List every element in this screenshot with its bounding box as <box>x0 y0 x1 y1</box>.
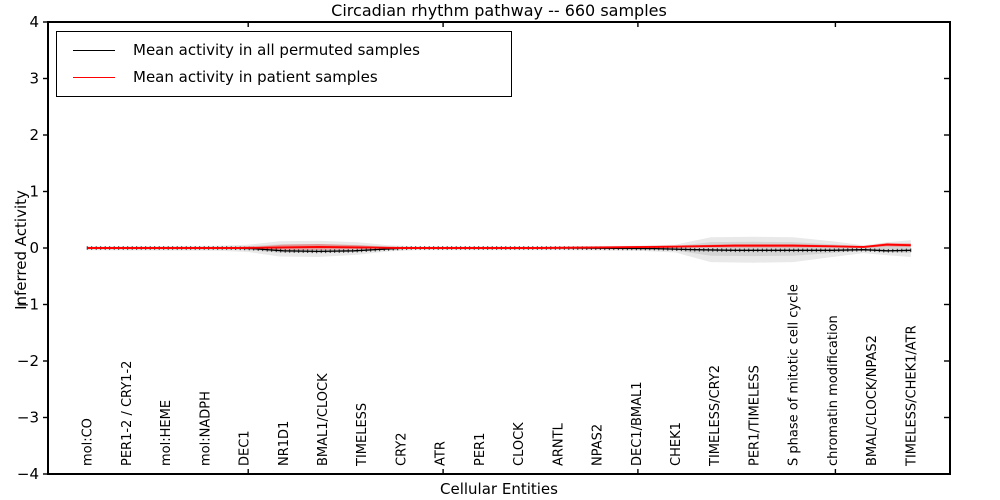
x-category-label-group: DEC1/BMAL1 <box>630 382 645 467</box>
x-category-label-group: BMAL1/CLOCK <box>316 373 331 466</box>
x-category-label-group: mol:CO <box>81 418 96 466</box>
x-category-label-group: CLOCK <box>512 422 527 466</box>
x-category-label-group: CRY2 <box>395 433 410 467</box>
x-category-label-group: TIMELESS <box>355 403 370 467</box>
y-tick-label: 3 <box>29 70 39 88</box>
x-category-label-group: NPAS2 <box>591 424 606 466</box>
x-tick-label: CLOCK <box>512 422 527 466</box>
x-tick-label: CRY2 <box>395 433 410 467</box>
y-tick-label: −1 <box>17 296 39 314</box>
x-tick-label: mol:NADPH <box>198 391 213 466</box>
y-tick-label: 1 <box>29 183 39 201</box>
x-category-label-group: CHEK1 <box>669 422 684 466</box>
x-tick-label: ATR <box>434 441 449 466</box>
x-tick-label: DEC1/BMAL1 <box>630 382 645 467</box>
x-tick-label: ARNTL <box>551 422 566 466</box>
x-tick-label: chromatin modification <box>826 315 841 466</box>
x-category-label-group: mol:HEME <box>159 400 174 466</box>
permuted-samples-spread-band <box>87 241 911 257</box>
x-category-label-group: ARNTL <box>551 422 566 466</box>
x-tick-label: NR1D1 <box>277 421 292 466</box>
x-tick-label: BMAL/CLOCK/NPAS2 <box>865 335 880 466</box>
x-tick-label: mol:HEME <box>159 400 174 466</box>
x-tick-label: BMAL1/CLOCK <box>316 373 331 466</box>
x-category-label-group: mol:NADPH <box>198 391 213 466</box>
patient-mean-line <box>87 243 911 249</box>
x-tick-label: TIMELESS/CHEK1/ATR <box>904 325 919 467</box>
y-tick-label: −2 <box>17 352 39 370</box>
x-category-label-group: NR1D1 <box>277 421 292 466</box>
x-tick-label: DEC1 <box>238 430 253 466</box>
y-axis-label: Inferred Activity <box>12 190 30 310</box>
permuted-samples-spread-band <box>87 236 911 263</box>
y-tick-label: −4 <box>17 465 39 483</box>
legend-line-sample-red <box>73 76 115 78</box>
legend-label: Mean activity in all permuted samples <box>133 41 420 60</box>
x-category-label-group: DEC1 <box>238 430 253 466</box>
x-tick-label: NPAS2 <box>591 424 606 466</box>
y-tick-label: −3 <box>17 409 39 427</box>
x-tick-label: TIMELESS <box>355 403 370 467</box>
chart-title: Circadian rhythm pathway -- 660 samples <box>331 1 667 20</box>
legend-item-permuted: Mean activity in all permuted samples <box>73 42 511 59</box>
x-axis-label: Cellular Entities <box>440 480 558 498</box>
x-tick-label: TIMELESS/CRY2 <box>708 365 723 467</box>
x-tick-label: PER1/TIMELESS <box>747 365 762 466</box>
x-tick-label: PER1-2 / CRY1-2 <box>120 361 135 466</box>
x-tick-label: S phase of mitotic cell cycle <box>787 284 802 466</box>
x-category-label-group: chromatin modification <box>826 315 841 466</box>
legend: Mean activity in all permuted samples Me… <box>56 31 512 97</box>
x-category-label-group: PER1 <box>473 433 488 466</box>
legend-item-patient: Mean activity in patient samples <box>73 69 511 86</box>
x-tick-label: CHEK1 <box>669 422 684 466</box>
x-category-label-group: TIMELESS/CHEK1/ATR <box>904 325 919 467</box>
x-tick-label: PER1 <box>473 433 488 466</box>
x-category-label-group: S phase of mitotic cell cycle <box>787 284 802 466</box>
y-tick-label: 0 <box>29 239 39 257</box>
legend-label: Mean activity in patient samples <box>133 68 378 87</box>
x-category-label-group: BMAL/CLOCK/NPAS2 <box>865 335 880 466</box>
legend-line-sample-black <box>73 50 115 52</box>
y-tick-label: 2 <box>29 126 39 144</box>
y-tick-label: 4 <box>29 13 39 31</box>
x-tick-label: mol:CO <box>81 418 96 466</box>
x-category-label-group: TIMELESS/CRY2 <box>708 365 723 467</box>
x-category-label-group: PER1-2 / CRY1-2 <box>120 361 135 466</box>
x-category-label-group: ATR <box>434 441 449 466</box>
x-category-label-group: PER1/TIMELESS <box>747 365 762 466</box>
